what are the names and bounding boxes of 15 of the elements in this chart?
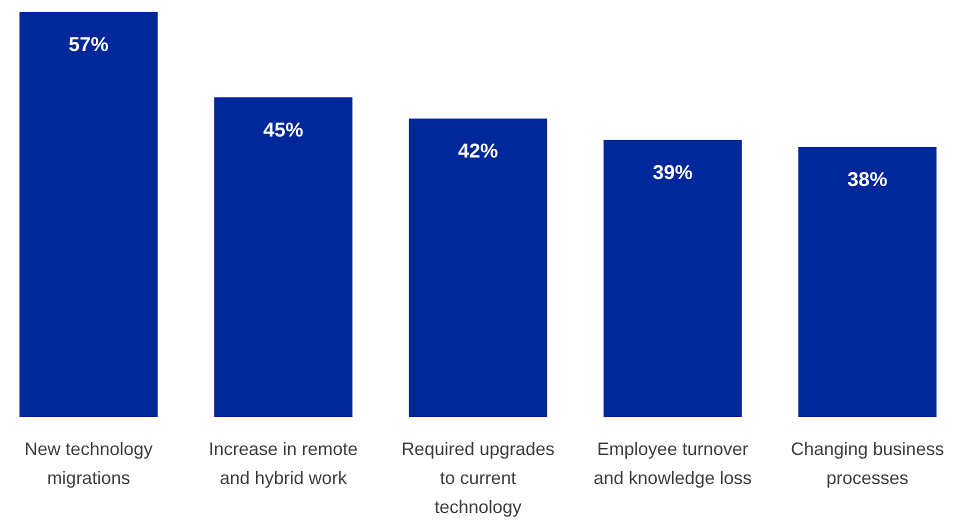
x-tick-label: Employee turnover and knowledge loss <box>594 439 752 488</box>
bar <box>798 147 937 417</box>
bar <box>19 12 158 417</box>
data-label: 39% <box>652 162 693 184</box>
data-label: 42% <box>458 140 498 163</box>
data-label: 45% <box>263 119 304 142</box>
bar <box>408 118 548 417</box>
x-tick-label: New technology migrations <box>24 439 153 488</box>
data-label: 57% <box>68 34 109 56</box>
data-label: 38% <box>847 169 888 191</box>
x-tick-label: Required upgrades to current technology <box>401 439 555 517</box>
x-tick-label: Increase in remote and hybrid work <box>208 439 358 488</box>
x-tick-label: Changing business processes <box>790 439 944 488</box>
bar <box>214 97 352 417</box>
bar <box>604 140 742 417</box>
